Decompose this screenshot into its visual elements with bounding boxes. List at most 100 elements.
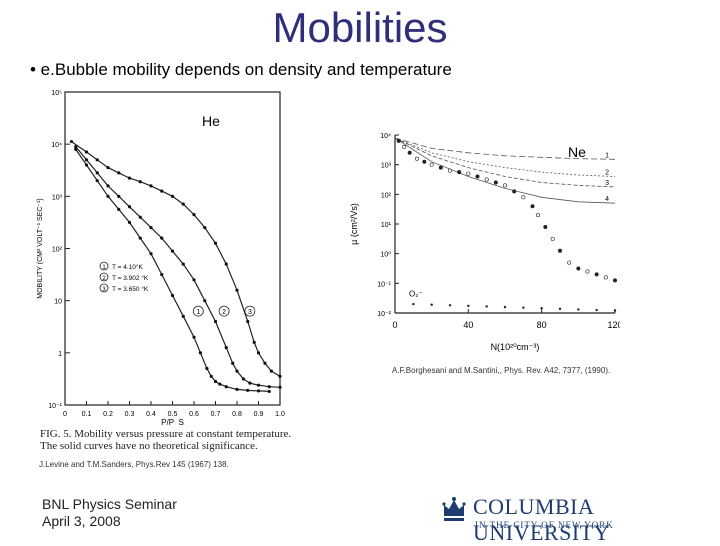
he-curve-marker [244, 305, 256, 317]
ne-data-point [429, 162, 434, 167]
ne-theory-curve-2 [394, 137, 616, 177]
ne-data-point [612, 278, 617, 283]
ne-y-tick-label: 10⁻¹ [377, 281, 391, 288]
ne-o2-point [485, 305, 488, 308]
he-series-3-point [84, 150, 89, 154]
ne-data-point [475, 174, 480, 179]
ne-data-point [521, 195, 526, 200]
he-series-1-point [205, 366, 209, 371]
ne-o2-point [503, 305, 507, 309]
he-x-tick-label: 0.1 [82, 411, 92, 418]
he-series-2-point [74, 145, 78, 149]
he-series-3-point [246, 319, 250, 324]
ne-data-point [603, 275, 608, 280]
he-series-2-point [248, 381, 252, 385]
he-series-2-point [231, 361, 235, 365]
ne-data-point [402, 144, 407, 149]
he-curve-marker-label: 2 [222, 309, 226, 316]
ne-theory-curve-1 [394, 137, 616, 160]
ne-data-point [536, 213, 541, 218]
he-series-3-point [160, 189, 164, 193]
he-series-3-point [263, 361, 267, 365]
ne-x-tick-label: 0 [392, 320, 397, 330]
he-mobility-chart: 0 0.1 0.2 0.3 0.4 0.5 0.6 0.7 0.8 0.9 1.0 10⁻¹ 1 10 10… [37, 90, 285, 425]
he-series-1-point [95, 179, 99, 183]
ne-reference: A.F.Borghesani and M.Santini,, Phys. Rev… [392, 366, 611, 375]
he-series-2-point [192, 278, 196, 282]
he-series-1-point [267, 389, 271, 394]
he-series-2-point [267, 385, 271, 389]
he-curve-marker-label: 1 [196, 309, 200, 316]
he-figure-caption: FIG. 5. Mobility versus pressure at cons… [40, 428, 292, 452]
he-series-1-point [209, 374, 213, 378]
he-series-2-point [241, 377, 246, 381]
he-x-tick-label: 0.3 [125, 411, 135, 418]
he-reference: J.Levine and T.M.Sanders, Phys.Rev 145 (… [39, 460, 229, 469]
crown-icon [442, 497, 466, 521]
ne-data-point [585, 269, 590, 274]
slide-title: Mobilities [272, 4, 448, 51]
he-y-tick-label: 1 [58, 351, 62, 358]
ne-o2-point [430, 303, 433, 306]
he-x-tick-label: 0.4 [146, 411, 156, 418]
ne-curve-label: 4 [605, 196, 609, 203]
logo-subtitle: IN THE CITY OF NEW YORK [475, 520, 614, 530]
he-legend-marker [99, 272, 109, 282]
ne-x-tick-label: 120 [607, 320, 620, 330]
he-legend-marker-label: 3 [102, 287, 106, 293]
ne-o2-point [613, 309, 617, 312]
he-series-1-point [106, 194, 110, 198]
ne-o2-point [412, 302, 415, 306]
he-series-2-point [170, 249, 175, 253]
ne-curve-label: 3 [605, 180, 609, 187]
ne-data-point [594, 272, 599, 277]
ne-o2-point [448, 304, 452, 307]
he-label: He [202, 113, 220, 129]
he-series-2-point [117, 194, 121, 198]
footer-seminar: BNL Physics Seminar [42, 496, 177, 512]
he-series-2-point [203, 299, 207, 303]
ne-data-point [396, 138, 401, 143]
ne-data-point [543, 224, 548, 229]
he-series-2-point [106, 184, 110, 188]
he-series-2-point [235, 369, 239, 373]
he-x-tick-label: 1.0 [275, 411, 285, 418]
ne-theory-curve-3 [394, 137, 616, 188]
ne-y-tick-label: 10² [381, 192, 392, 199]
he-series-3-point [256, 351, 261, 355]
he-y-tick-label: 10² [52, 247, 63, 254]
he-x-tick-label: 0.6 [189, 411, 199, 418]
ne-label: Ne [568, 144, 586, 160]
he-series-3-point [181, 202, 185, 206]
he-series-2-point [95, 171, 99, 175]
ne-data-point [550, 236, 555, 241]
he-series-2-point [127, 205, 132, 209]
he-series-3-line [71, 141, 281, 377]
ne-x-tick-label: 40 [463, 320, 473, 330]
ne-o2-point [558, 307, 562, 311]
ne-x-axis-label: N(10²⁰cm⁻³) [491, 342, 540, 352]
ne-data-point [558, 248, 563, 253]
he-series-3-point [127, 176, 132, 180]
he-series-2-point [181, 262, 185, 266]
he-series-2-point [138, 215, 142, 219]
he-series-2-point [278, 385, 282, 389]
ne-y-tick-label: 10³ [381, 163, 392, 170]
he-y-axis-label: MOBILITY (CM² VOLT⁻¹ SEC⁻¹) [37, 198, 44, 298]
he-series-2-point [149, 226, 153, 230]
he-y-tick-label: 10⁵ [51, 90, 62, 97]
he-series-1-point [218, 382, 222, 386]
he-series-3-point [117, 171, 121, 175]
ne-y-tick-label: 10⁴ [380, 133, 391, 140]
he-series-1-point [149, 252, 153, 256]
ne-data-point [484, 177, 489, 182]
he-legend-marker-label: 1 [102, 265, 106, 271]
he-series-1-point [235, 387, 239, 391]
ne-y-tick-label: 10⁰ [380, 251, 391, 259]
ne-y-tick-label: 10⁻² [377, 311, 391, 318]
he-series-1-point [224, 385, 228, 389]
ne-o2-point [467, 304, 470, 308]
ne-o2-point [522, 306, 525, 309]
he-legend-marker [99, 261, 109, 271]
he-series-1-point [160, 272, 164, 277]
